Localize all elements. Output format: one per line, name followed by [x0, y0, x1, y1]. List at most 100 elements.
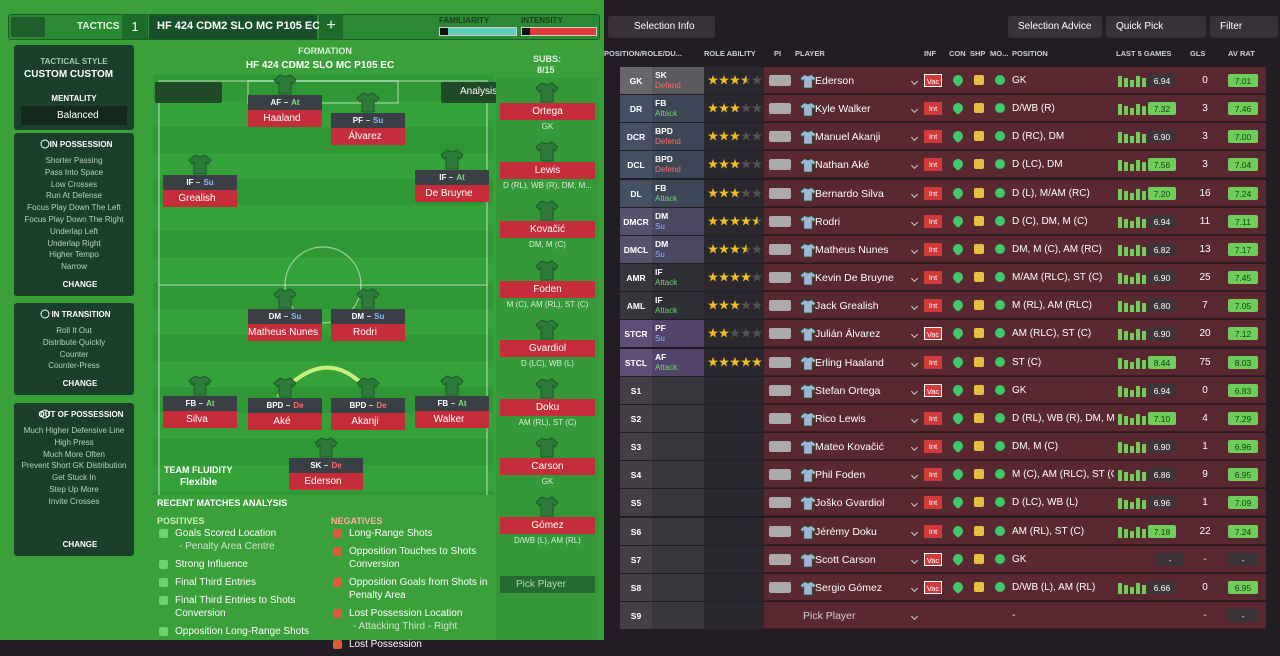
table-row[interactable]: S4 Phil Foden Int M (C), AM (RLC), ST (C) 6.…	[620, 461, 1266, 489]
formation-name[interactable]: HF 424 CDM2 SLO MC P105 EC	[245, 60, 395, 71]
selection-advice-button[interactable]: Selection Advice	[1008, 16, 1102, 38]
player-name[interactable]: Mateo Kovačić	[815, 441, 884, 454]
table-row[interactable]: DL FB Attack Bernardo Silva Int D (L), M/AM (…	[620, 179, 1266, 207]
table-row[interactable]: AMR IF Attack Kevin De Bruyne Int M/AM (RLC),…	[620, 264, 1266, 292]
player-name[interactable]: Matheus Nunes	[815, 243, 889, 256]
player-name-box[interactable]: Akanji	[331, 413, 405, 430]
column-header[interactable]: POSITION/ROLE/DU...	[604, 49, 682, 58]
player-name[interactable]: Julián Álvarez	[815, 328, 881, 341]
player-name-box[interactable]: Haaland	[248, 110, 322, 127]
role-box[interactable]: BPD De	[331, 398, 405, 413]
player-name[interactable]: Sergio Gómez	[815, 581, 883, 594]
player-name[interactable]: Pick Player	[803, 610, 856, 623]
column-header[interactable]: PI	[774, 49, 782, 58]
add-button[interactable]: +	[319, 15, 343, 39]
slot-number[interactable]: 1	[122, 15, 148, 39]
column-header[interactable]: LAST 5 GAMES	[1116, 49, 1172, 58]
table-row[interactable]: S9 Pick Player - - -	[620, 602, 1266, 630]
role-box[interactable]: IF Su	[163, 175, 237, 190]
column-header[interactable]: GLS	[1190, 49, 1206, 58]
sub-name-box[interactable]: Ortega	[500, 103, 595, 120]
sub-name-box[interactable]: Kovačić	[500, 221, 595, 239]
player-name[interactable]: Kevin De Bruyne	[815, 272, 894, 285]
role-box[interactable]: BPD De	[248, 398, 322, 413]
column-header[interactable]: CON	[949, 49, 966, 58]
player-name[interactable]: Jack Grealish	[815, 300, 879, 313]
column-header[interactable]: SHP	[970, 49, 986, 58]
tactic-name[interactable]: HF 424 CDM2 SLO MC P105 EC	[149, 15, 320, 39]
analysis-button[interactable]: Analysis	[441, 82, 501, 103]
player-name-box[interactable]: Aké	[248, 413, 322, 430]
table-row[interactable]: S5 Joško Gvardiol Int D (LC), WB (L) 6.96 1 7.…	[620, 489, 1266, 517]
table-row[interactable]: DCR BPD Defend Manuel Akanji Int D (RC), DM 6.…	[620, 123, 1266, 151]
player-name[interactable]: Rico Lewis	[815, 412, 866, 425]
column-header[interactable]: AV RAT	[1228, 49, 1255, 58]
player-name-box[interactable]: Grealish	[163, 190, 237, 207]
role-box[interactable]: FB At	[163, 396, 237, 411]
role-box[interactable]: IF At	[415, 170, 489, 185]
view-toggle[interactable]	[155, 82, 222, 103]
player-name-box[interactable]: Matheus Nunes	[248, 324, 322, 341]
sub-name-box[interactable]: Lewis	[500, 162, 595, 180]
sub-name-box[interactable]: Gómez	[500, 517, 595, 535]
column-header[interactable]: MO...	[990, 49, 1009, 58]
player-name[interactable]: Jérémy Doku	[815, 525, 877, 538]
column-header[interactable]: ROLE ABILITY	[704, 49, 756, 58]
player-name[interactable]: Manuel Akanji	[815, 131, 881, 144]
change-button[interactable]: CHANGE	[62, 280, 98, 289]
player-name[interactable]: Kyle Walker	[815, 103, 871, 116]
table-row[interactable]: DMCR DM Su Rodri Int D (C), DM, M (C) 6.94 11 7.…	[620, 207, 1266, 235]
selection-info-button[interactable]: Selection Info	[608, 16, 715, 38]
player-name-box[interactable]: De Bruyne	[415, 185, 489, 202]
sub-name-box[interactable]: Foden	[500, 280, 595, 298]
table-row[interactable]: AML IF Attack Jack Grealish Int M (RL), AM (R…	[620, 292, 1266, 320]
table-row[interactable]: S6 Jérémy Doku Int AM (RL), ST (C) 7.18 22 7.2…	[620, 517, 1266, 545]
player-name[interactable]: Rodri	[815, 215, 841, 228]
table-row[interactable]: S1 Stefan Ortega Vac GK 6.94 0 6.83	[620, 376, 1266, 404]
role-box[interactable]: DM Su	[331, 309, 405, 324]
table-row[interactable]: S7 Scott Carson Vac GK - - -	[620, 545, 1266, 573]
table-row[interactable]: S8 Sergio Gómez Vac D/WB (L), AM (RL) 6.66 0 6…	[620, 573, 1266, 601]
style-value[interactable]: CUSTOM CUSTOM	[24, 69, 114, 80]
change-button[interactable]: CHANGE	[62, 379, 98, 388]
filter-button[interactable]: Filter	[1210, 16, 1278, 38]
column-header[interactable]: POSITION	[1012, 49, 1048, 58]
player-name[interactable]: Bernardo Silva	[815, 187, 884, 200]
role-box[interactable]: DM Su	[248, 309, 322, 324]
player-name-box[interactable]: Walker	[415, 411, 489, 428]
quick-pick-button[interactable]: Quick Pick	[1106, 16, 1206, 38]
table-row[interactable]: GK SK Defend Ederson Vac GK 6.94 0 7.01	[620, 67, 1266, 94]
role-box[interactable]: PF Su	[331, 113, 405, 128]
role-box[interactable]: AF At	[248, 95, 322, 110]
column-header[interactable]: INF	[924, 49, 937, 58]
analysis-title[interactable]: RECENT MATCHES ANALYSIS	[157, 498, 288, 508]
mentality-select[interactable]: Balanced	[21, 106, 127, 125]
role-box[interactable]: SK De	[289, 458, 363, 473]
sub-name-box[interactable]: Doku	[500, 399, 595, 416]
player-name[interactable]: Erling Haaland	[815, 356, 884, 369]
table-row[interactable]: DMCL DM Su Matheus Nunes Int DM, M (C), AM (R…	[620, 235, 1266, 263]
player-name-box[interactable]: Rodri	[331, 324, 405, 341]
table-row[interactable]: STCR PF Su Julián Álvarez Vac AM (RLC), ST (C…	[620, 320, 1266, 348]
back-button[interactable]	[11, 17, 45, 37]
change-button[interactable]: CHANGE	[62, 540, 98, 549]
table-row[interactable]: DCL BPD Defend Nathan Aké Int D (LC), DM 7.56 3…	[620, 151, 1266, 179]
table-row[interactable]: STCL AF Attack Erling Haaland Int ST (C) 8.44 7…	[620, 348, 1266, 376]
tactics-tab[interactable]: TACTICS	[77, 21, 120, 32]
column-header[interactable]: PLAYER	[795, 49, 825, 58]
sub-name-box[interactable]: Gvardiol	[500, 339, 595, 357]
role-box[interactable]: FB At	[415, 396, 489, 411]
player-name-box[interactable]: Álvarez	[331, 128, 405, 145]
player-name[interactable]: Stefan Ortega	[815, 384, 881, 397]
player-name[interactable]: Scott Carson	[815, 553, 876, 566]
player-name[interactable]: Joško Gvardiol	[815, 497, 885, 510]
pick-player-button[interactable]: Pick Player	[500, 576, 595, 593]
player-name-box[interactable]: Ederson	[289, 473, 363, 490]
player-name[interactable]: Nathan Aké	[815, 159, 870, 172]
table-row[interactable]: S2 Rico Lewis Int D (RL), WB (R), DM, M... 7…	[620, 404, 1266, 432]
sub-name-box[interactable]: Carson	[500, 458, 595, 476]
player-name-box[interactable]: Silva	[163, 411, 237, 428]
table-row[interactable]: S3 Mateo Kovačić Int DM, M (C) 6.90 1 6.96	[620, 433, 1266, 461]
table-row[interactable]: DR FB Attack Kyle Walker Int D/WB (R) 7.32 3 7.4…	[620, 95, 1266, 123]
player-name[interactable]: Ederson	[815, 75, 855, 87]
